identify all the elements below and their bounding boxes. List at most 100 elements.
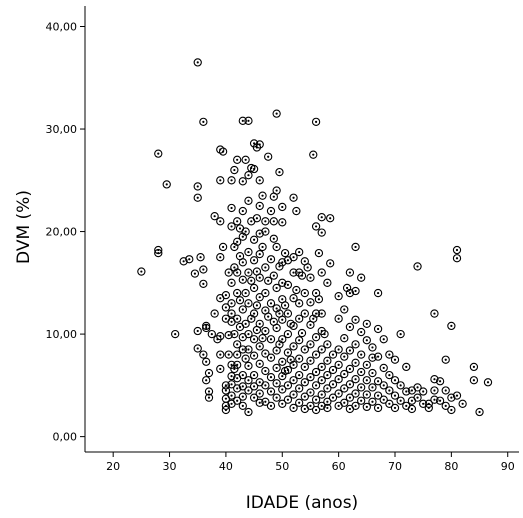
data-point	[280, 301, 290, 310]
data-point	[283, 329, 293, 339]
data-point	[179, 257, 188, 266]
data-point	[244, 268, 253, 277]
data-point	[441, 386, 450, 395]
points-layer	[137, 58, 493, 417]
data-point	[314, 248, 324, 258]
data-point	[351, 340, 360, 349]
data-point	[244, 376, 253, 385]
data-point	[289, 321, 298, 331]
data-point	[306, 388, 315, 397]
data-point	[247, 276, 256, 285]
data-point	[320, 329, 329, 339]
data-point	[402, 362, 411, 372]
data-point	[345, 288, 355, 298]
x-tick-label: 80	[444, 460, 458, 473]
data-point	[233, 384, 242, 393]
data-point	[430, 395, 439, 404]
data-point	[244, 361, 253, 371]
data-point	[351, 358, 360, 367]
data-point	[278, 315, 287, 324]
data-point	[469, 376, 479, 385]
data-point	[357, 350, 366, 359]
data-point	[396, 329, 405, 339]
data-point	[362, 376, 371, 385]
data-point	[249, 283, 259, 293]
data-point	[252, 301, 262, 310]
data-point	[419, 399, 428, 408]
data-point	[435, 377, 445, 386]
data-point	[306, 401, 315, 411]
data-point	[278, 357, 287, 366]
data-point	[402, 387, 411, 396]
data-point	[224, 268, 233, 277]
data-point	[255, 201, 264, 211]
data-point	[311, 117, 321, 127]
data-point	[289, 193, 298, 202]
data-point	[340, 305, 349, 314]
data-point	[233, 217, 242, 226]
data-point	[283, 381, 293, 390]
data-point	[278, 399, 287, 408]
data-point	[390, 355, 400, 364]
data-point	[261, 288, 270, 298]
data-point	[323, 403, 332, 413]
data-point	[264, 152, 273, 161]
data-point	[233, 314, 242, 323]
data-point	[385, 350, 394, 359]
data-point	[193, 193, 202, 202]
data-point	[193, 58, 202, 67]
y-tick-label: 10,00	[46, 328, 78, 341]
data-point	[249, 370, 259, 380]
data-point	[202, 357, 211, 366]
data-point	[373, 288, 383, 298]
data-point	[317, 401, 326, 411]
y-tick-label: 0,00	[53, 431, 78, 444]
data-point	[216, 331, 225, 341]
data-point	[292, 206, 301, 216]
data-point	[266, 206, 276, 216]
data-point	[207, 329, 216, 339]
data-point	[255, 249, 264, 259]
data-point	[334, 389, 343, 398]
data-point	[447, 405, 456, 415]
data-point	[345, 346, 355, 355]
data-point	[357, 273, 366, 282]
data-point	[317, 309, 326, 318]
data-point	[289, 390, 298, 399]
data-point	[238, 345, 247, 354]
data-point	[261, 227, 270, 236]
data-point	[204, 393, 214, 402]
data-point	[199, 350, 208, 359]
data-point	[345, 268, 355, 277]
data-point	[210, 309, 219, 318]
data-point	[289, 342, 298, 351]
data-point	[334, 360, 343, 370]
data-point	[300, 288, 309, 298]
data-point	[193, 344, 202, 353]
data-point	[413, 262, 422, 271]
data-point	[264, 312, 273, 321]
data-point	[272, 323, 281, 333]
data-point	[258, 191, 267, 200]
data-point	[317, 228, 326, 237]
data-point	[238, 392, 247, 401]
data-point	[204, 387, 214, 396]
data-point	[289, 376, 298, 385]
data-point	[306, 340, 315, 349]
data-point	[278, 218, 287, 227]
data-point	[233, 237, 242, 246]
data-point	[345, 322, 355, 332]
data-point	[326, 214, 335, 223]
data-point	[216, 176, 225, 185]
data-point	[272, 393, 281, 402]
data-point	[216, 364, 225, 374]
data-point	[295, 314, 304, 323]
data-point	[385, 386, 394, 395]
data-point	[379, 381, 388, 390]
data-point	[345, 364, 355, 374]
x-tick-label: 50	[275, 460, 289, 473]
data-point	[311, 309, 321, 318]
data-point	[351, 401, 360, 411]
